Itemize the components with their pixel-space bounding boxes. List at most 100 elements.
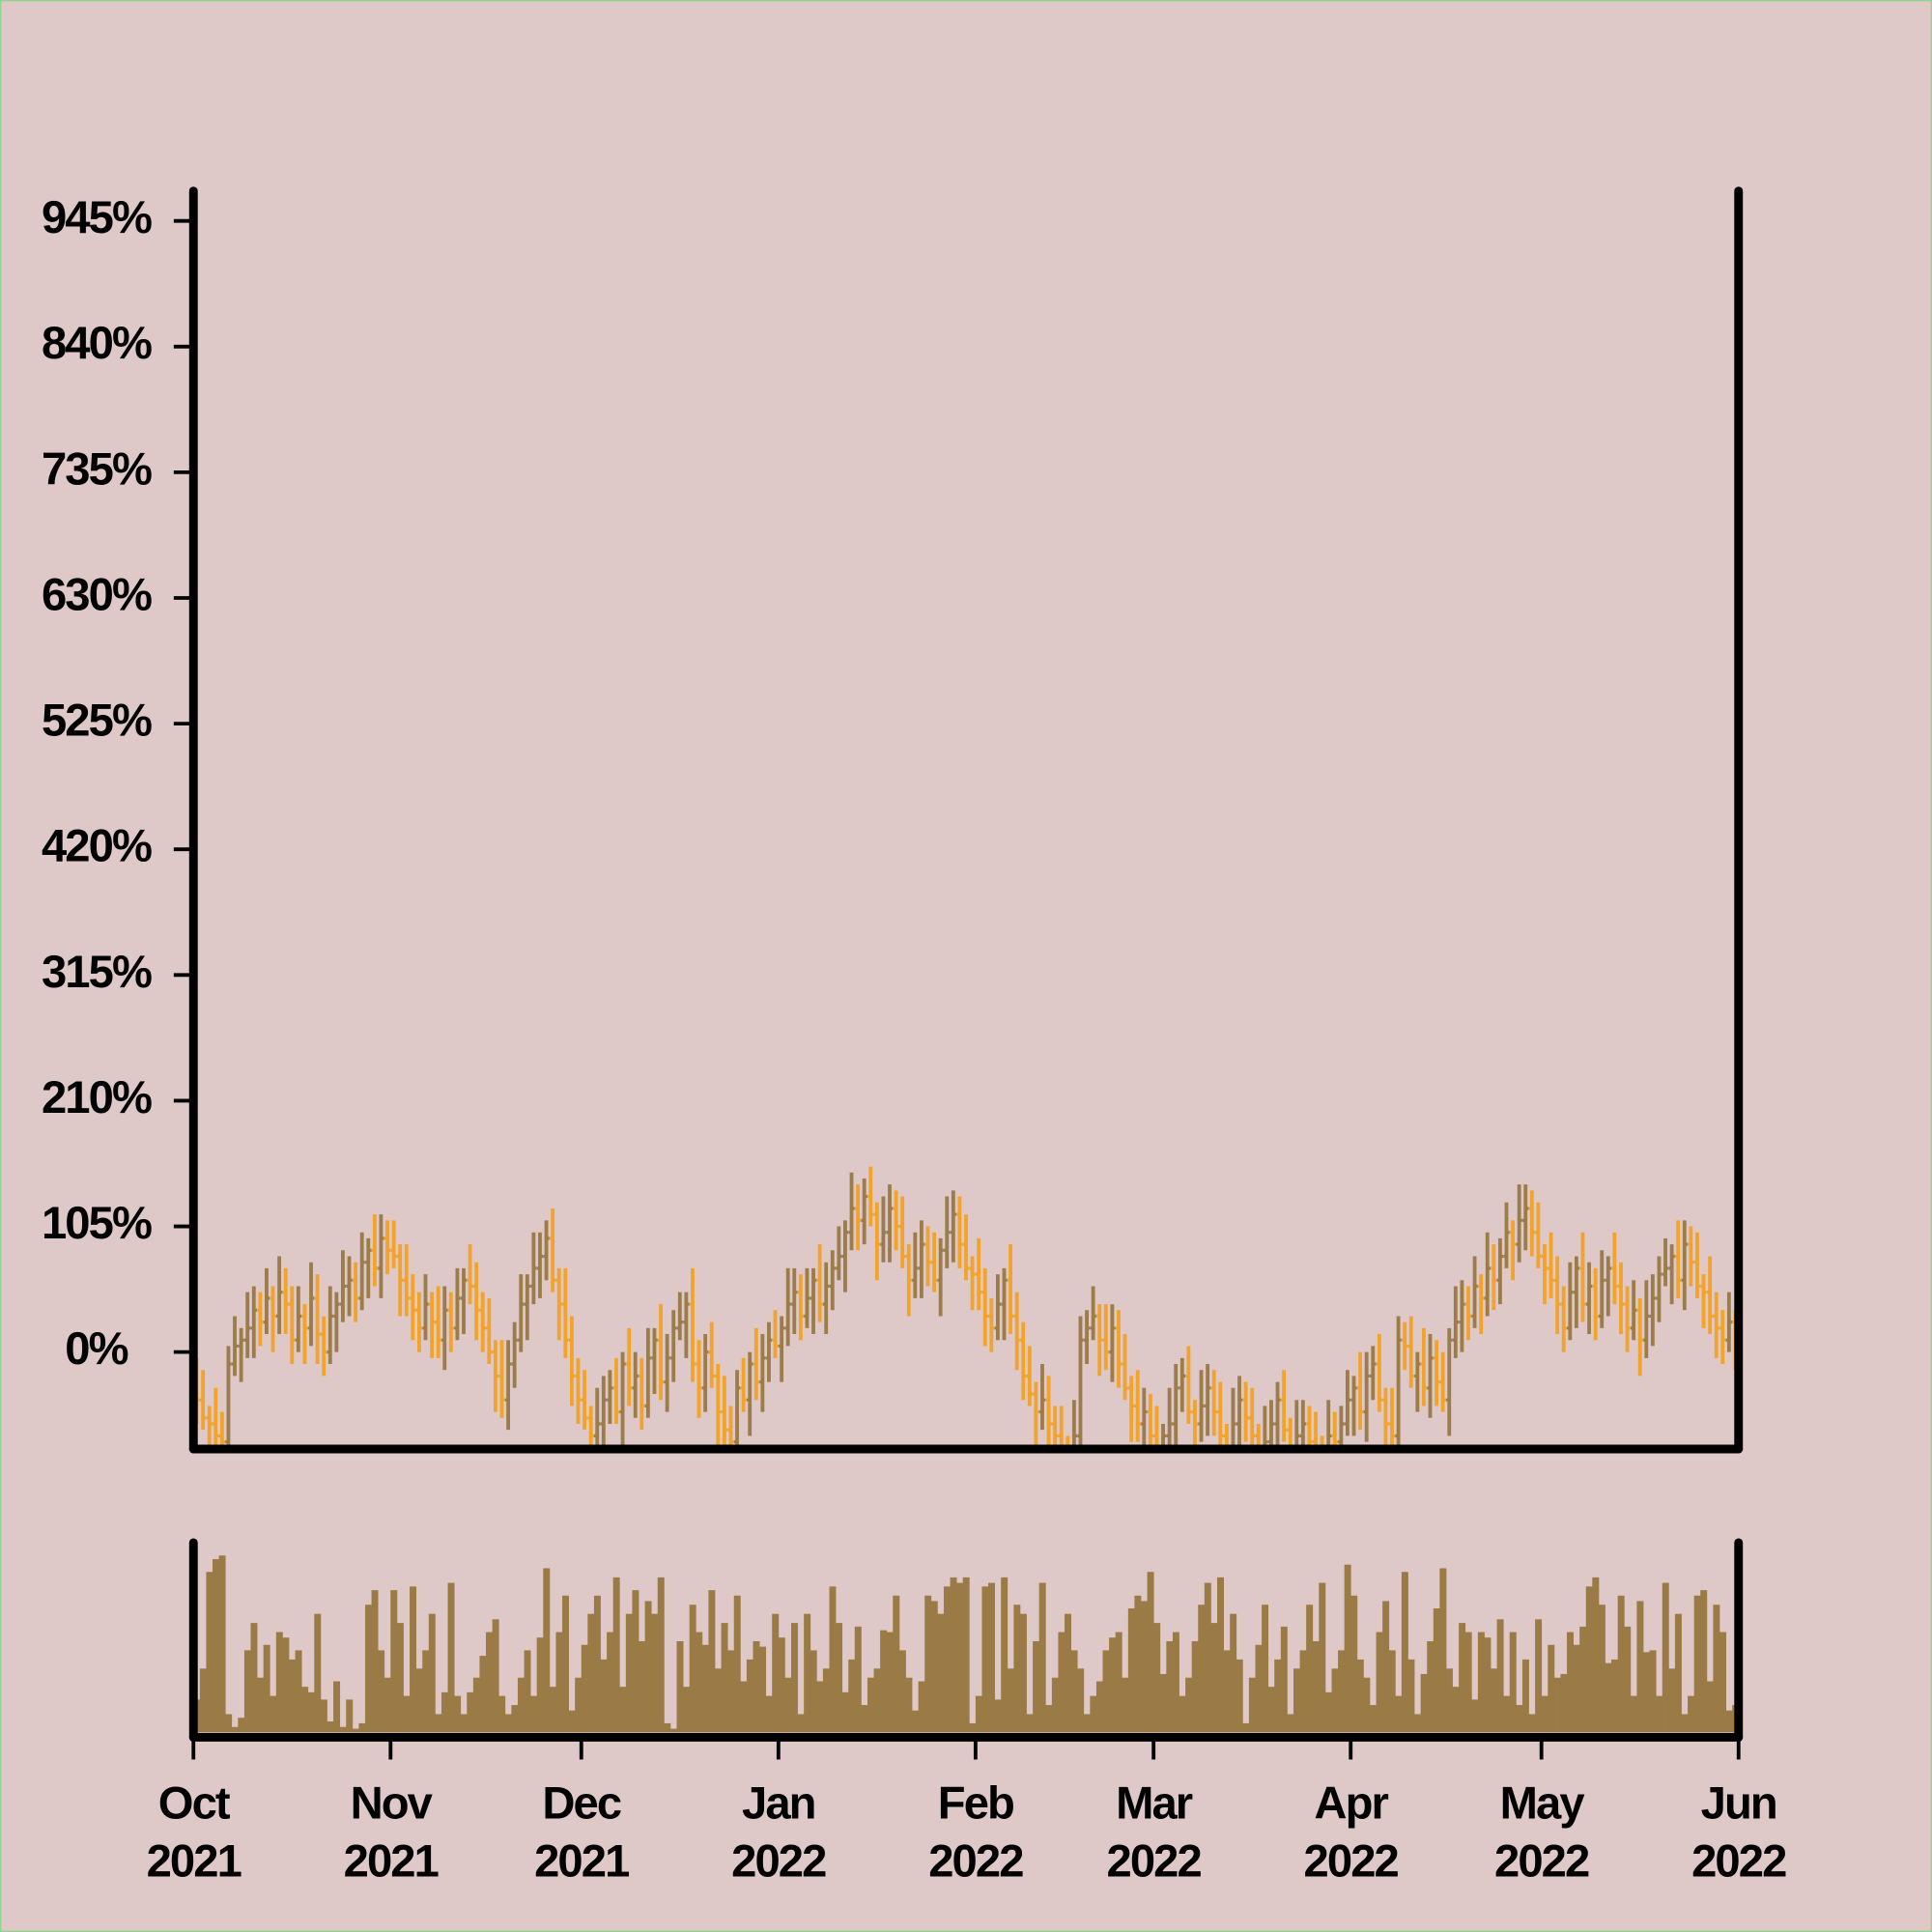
volume-bar: [1706, 1681, 1714, 1733]
volume-bar: [1198, 1605, 1206, 1733]
y-tick-label: 525%: [42, 696, 152, 747]
volume-bar: [263, 1644, 270, 1733]
volume-bar: [1464, 1632, 1472, 1733]
volume-bar: [511, 1705, 519, 1733]
volume-bar: [607, 1632, 614, 1733]
volume-bar: [1141, 1601, 1148, 1733]
volume-bar: [1299, 1650, 1307, 1733]
volume-bar: [1159, 1673, 1167, 1733]
volume-bar: [1376, 1632, 1383, 1733]
volume-bar: [1553, 1677, 1561, 1733]
volume-bar: [1230, 1613, 1237, 1733]
volume-bar: [1045, 1705, 1053, 1733]
volume-bar: [669, 1728, 677, 1733]
volume-bar: [243, 1650, 251, 1733]
volume-bar: [1700, 1590, 1708, 1733]
volume-bar: [454, 1695, 462, 1733]
volume-bar: [333, 1681, 341, 1733]
volume-bar: [924, 1595, 932, 1733]
volume-bar: [307, 1691, 315, 1733]
volume-bar: [886, 1632, 894, 1733]
volume-bar: [440, 1691, 448, 1733]
volume-bar: [1363, 1677, 1371, 1733]
volume-bar: [1216, 1577, 1224, 1733]
volume-bar: [721, 1623, 728, 1733]
volume-bar: [1090, 1695, 1097, 1733]
volume-bar: [301, 1687, 309, 1733]
y-tick-label: 315%: [42, 947, 152, 998]
volume-bar: [1585, 1586, 1593, 1733]
volume-bar: [651, 1613, 659, 1733]
volume-bar: [479, 1656, 487, 1733]
volume-bar: [1649, 1650, 1657, 1733]
volume-bar: [1535, 1619, 1543, 1733]
volume-bar: [1223, 1650, 1231, 1733]
x-tick-label-box: Apr 2022: [1304, 1778, 1400, 1887]
volume-bar: [759, 1646, 767, 1733]
volume-bar: [664, 1722, 671, 1733]
volume-bar: [1414, 1714, 1422, 1733]
volume-bar: [905, 1677, 913, 1733]
volume-bar: [956, 1582, 964, 1733]
y-tick-label: 735%: [42, 443, 152, 495]
volume-bar: [632, 1590, 639, 1733]
volume-bar: [753, 1640, 760, 1733]
volume-bar: [403, 1695, 411, 1733]
volume-bar: [689, 1605, 696, 1733]
y-tick-label: 210%: [42, 1072, 152, 1123]
volume-bar: [250, 1623, 258, 1733]
volume-bar: [829, 1586, 837, 1733]
volume-bar: [600, 1659, 608, 1733]
volume-bar: [639, 1640, 645, 1733]
volume-bar: [1267, 1687, 1275, 1733]
volume-bar: [867, 1677, 874, 1733]
volume-bar: [912, 1710, 920, 1733]
volume-bar: [447, 1582, 455, 1733]
volume-bar: [396, 1623, 404, 1733]
volume-bar: [358, 1722, 366, 1733]
volume-bar: [486, 1632, 494, 1733]
volume-bar: [1407, 1659, 1415, 1733]
volume-bar: [1306, 1605, 1314, 1733]
volume-bar: [1382, 1601, 1390, 1733]
volume-bar: [1611, 1659, 1619, 1733]
x-tick-label-box: Feb 2022: [928, 1778, 1024, 1887]
volume-bar: [1274, 1659, 1282, 1733]
volume-bar: [880, 1630, 888, 1733]
volume-bar: [555, 1632, 563, 1733]
volume-bar: [873, 1668, 881, 1733]
volume-bar: [612, 1577, 620, 1733]
volume-bar: [1356, 1659, 1364, 1733]
volume-bar: [1433, 1608, 1440, 1733]
volume-bar: [1521, 1659, 1529, 1733]
volume-bar: [467, 1691, 474, 1733]
volume-bar: [816, 1681, 824, 1733]
volume-bar: [1528, 1714, 1536, 1733]
volume-bar: [327, 1721, 334, 1733]
volume-bar: [848, 1659, 856, 1733]
volume-bar: [822, 1668, 830, 1733]
x-tick-label-box: Nov 2021: [344, 1778, 440, 1887]
volume-bar: [1401, 1572, 1408, 1733]
volume-bar: [593, 1595, 601, 1733]
volume-bar: [1630, 1695, 1637, 1733]
volume-bar: [575, 1677, 582, 1733]
volume-bar: [1579, 1626, 1587, 1733]
volume-bar: [1065, 1613, 1071, 1733]
volume-bar: [1147, 1572, 1154, 1733]
volume-bar: [257, 1677, 265, 1733]
volume-bar: [1338, 1650, 1346, 1733]
volume-bar: [1058, 1632, 1065, 1733]
volume-bar: [378, 1650, 385, 1733]
volume-bar: [1388, 1650, 1396, 1733]
volume-bar: [1102, 1650, 1110, 1733]
volume-bar: [1688, 1695, 1695, 1733]
x-tick-label-box: Mar 2022: [1107, 1778, 1203, 1887]
volume-bar: [282, 1637, 290, 1733]
volume-bar: [1122, 1677, 1129, 1733]
y-tick-label: 945%: [42, 192, 152, 243]
volume-bar: [517, 1677, 525, 1733]
volume-bar: [225, 1714, 233, 1733]
volume-bar: [415, 1668, 423, 1733]
volume-bar: [1503, 1695, 1511, 1733]
